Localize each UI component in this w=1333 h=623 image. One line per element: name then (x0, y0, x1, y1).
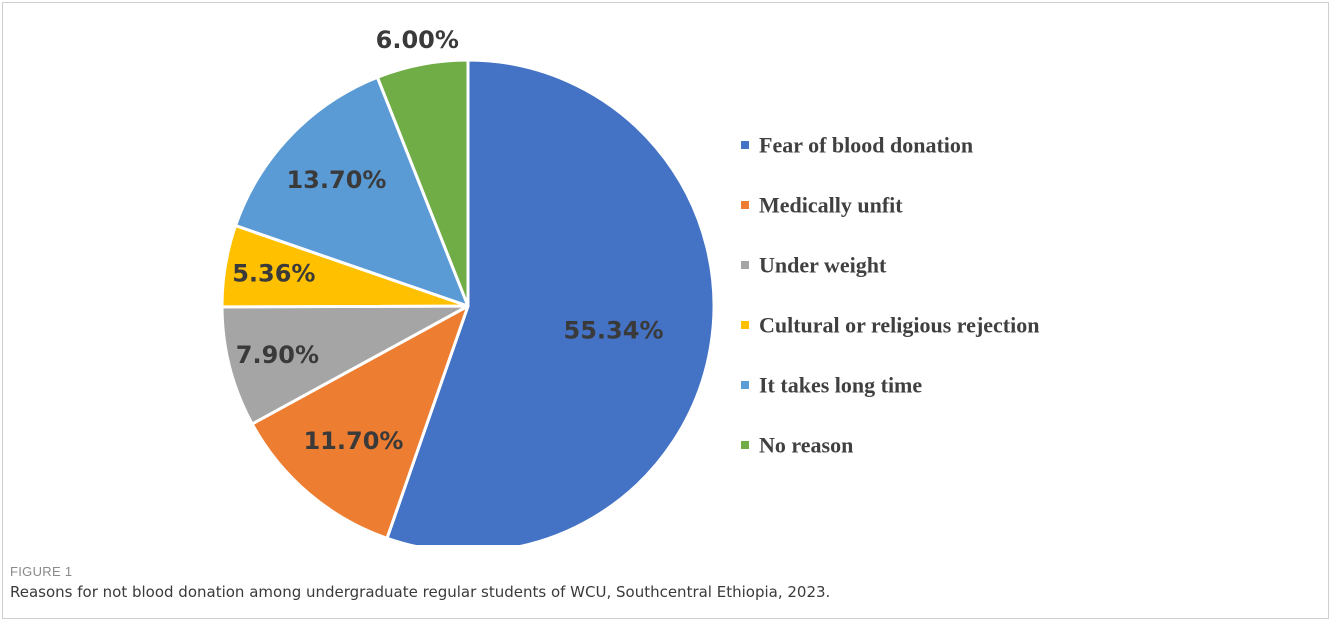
pie-slices (220, 58, 716, 545)
legend-swatch-no-reason (741, 441, 749, 449)
pie-chart: 55.34% 11.70% 7.90% 5.36% 13.70% 6.00% Fear o… (220, 26, 1039, 545)
legend-swatch-under-weight (741, 261, 749, 269)
legend-label-no-reason: No reason (759, 433, 853, 458)
pie-slice-no-reason (375, 58, 470, 308)
legend-swatch-it-takes-long-time (741, 381, 749, 389)
slice-label-fear-of-blood-donation: 55.34% (564, 317, 664, 345)
pie-slice-under-weight (220, 304, 470, 426)
legend-swatch-fear-of-blood-donation (741, 141, 749, 149)
legend-label-medically-unfit: Medically unfit (759, 193, 903, 218)
legend-item-medically-unfit: Medically unfit (741, 193, 903, 218)
slice-label-no-reason: 6.00% (376, 26, 459, 54)
legend-item-it-takes-long-time: It takes long time (741, 373, 922, 398)
slice-label-cultural-or-religious-rejection: 5.36% (232, 260, 315, 288)
legend-item-no-reason: No reason (741, 433, 853, 458)
legend-label-cultural-or-religious-rejection: Cultural or religious rejection (759, 313, 1039, 338)
legend-item-fear-of-blood-donation: Fear of blood donation (741, 133, 973, 158)
pie-slice-medically-unfit (250, 304, 470, 540)
figure-caption: Reasons for not blood donation among und… (10, 583, 831, 601)
legend-label-under-weight: Under weight (759, 253, 887, 278)
pie-slice-labels: 55.34% 11.70% 7.90% 5.36% 13.70% 6.00% (232, 26, 663, 455)
legend-item-under-weight: Under weight (741, 253, 887, 278)
figure-label: FIGURE 1 (10, 564, 73, 579)
slice-label-medically-unfit: 11.70% (303, 427, 403, 455)
slice-label-it-takes-long-time: 13.70% (286, 166, 386, 194)
legend-item-cultural-or-religious-rejection: Cultural or religious rejection (741, 313, 1039, 338)
pie-slice-it-takes-long-time (234, 75, 470, 308)
slice-label-under-weight: 7.90% (236, 341, 319, 369)
legend-swatch-cultural-or-religious-rejection (741, 321, 749, 329)
chart-legend: Fear of blood donation Medically unfit Und… (741, 133, 1039, 458)
legend-label-it-takes-long-time: It takes long time (759, 373, 922, 398)
legend-label-fear-of-blood-donation: Fear of blood donation (759, 133, 973, 158)
legend-swatch-medically-unfit (741, 201, 749, 209)
